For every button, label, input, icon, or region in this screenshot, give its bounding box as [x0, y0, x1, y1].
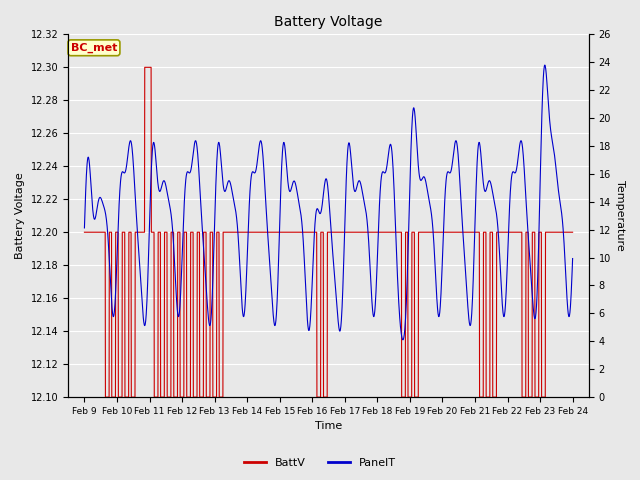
Y-axis label: Battery Voltage: Battery Voltage: [15, 172, 25, 259]
X-axis label: Time: Time: [315, 421, 342, 432]
Legend: BattV, PanelT: BattV, PanelT: [239, 453, 401, 472]
Title: Battery Voltage: Battery Voltage: [275, 15, 383, 29]
Y-axis label: Temperature: Temperature: [615, 180, 625, 251]
Text: BC_met: BC_met: [71, 43, 117, 53]
